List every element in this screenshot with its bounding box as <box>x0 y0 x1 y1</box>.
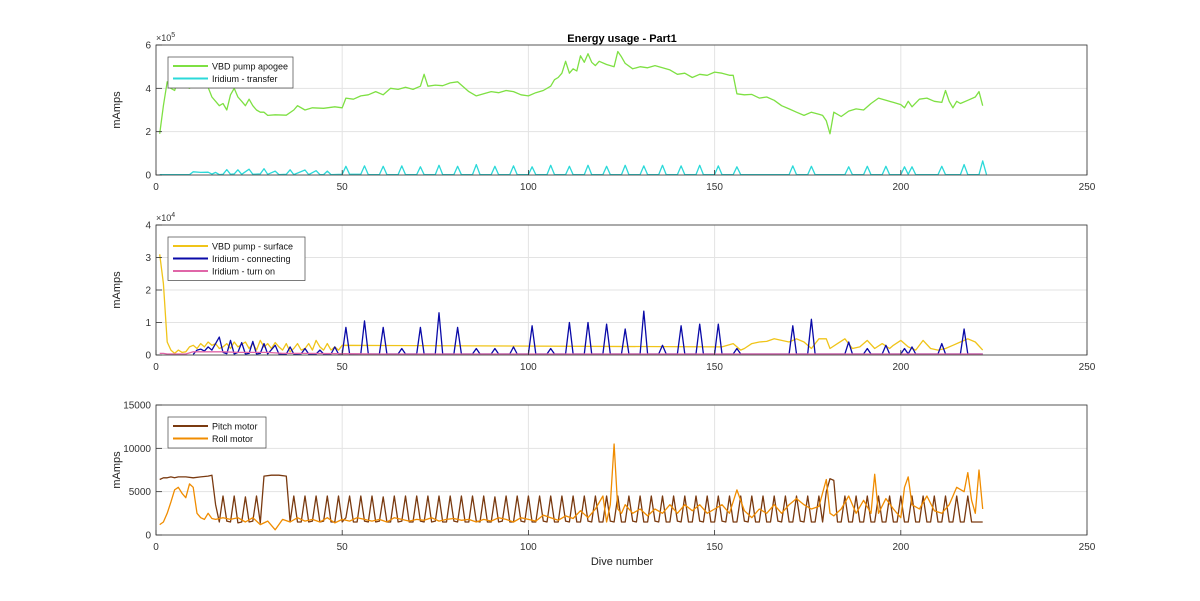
chart-panel-2: 0 50 100 150 200 250 0 1 2 3 4 ×104 mAmps VBD pump - … <box>111 212 1096 373</box>
x-tick-label: 0 <box>153 362 159 373</box>
x-tick-label: 0 <box>153 542 159 553</box>
series-line-vbd-pump-surface <box>159 254 984 355</box>
x-tick-label: 250 <box>1079 182 1096 193</box>
legend: VBD pump apogee Iridium - transfer <box>167 56 294 89</box>
series-line-roll-motor <box>159 443 984 531</box>
x-tick-label: 200 <box>892 182 909 193</box>
axis-exponent: ×104 <box>156 212 175 223</box>
axes-box <box>155 44 1088 176</box>
series-line-iridium-connecting <box>192 310 983 355</box>
x-tick-label: 100 <box>520 542 537 553</box>
y-tick-label: 4 <box>145 221 151 232</box>
legend-label: Pitch motor <box>212 422 258 432</box>
y-tick-label: 4 <box>145 84 151 95</box>
legend: VBD pump - surface Iridium - connecting Ir… <box>167 236 306 281</box>
series-line-iridium-turn-on <box>159 351 983 355</box>
y-tick-label: 5000 <box>129 487 152 498</box>
x-tick-label: 250 <box>1079 362 1096 373</box>
figure-title: Energy usage - Part1 <box>567 33 676 45</box>
chart-panel-3: 0 50 100 150 200 250 0 5000 10000 15000 mAmps Pitch… <box>111 401 1096 554</box>
legend-box <box>167 416 267 449</box>
x-tick-label: 200 <box>892 362 909 373</box>
legend-label: VBD pump apogee <box>212 62 288 72</box>
y-tick-label: 0 <box>145 531 151 542</box>
plot-area <box>156 45 1087 175</box>
legend-label: Iridium - turn on <box>212 267 275 277</box>
x-tick-label: 250 <box>1079 542 1096 553</box>
x-tick-label: 100 <box>520 182 537 193</box>
x-tick-label: 150 <box>706 182 723 193</box>
y-tick-label: 3 <box>145 253 151 264</box>
series-line-pitch-motor <box>159 474 983 524</box>
x-tick-label: 100 <box>520 362 537 373</box>
chart-panel-1: 0 50 100 150 200 250 0 2 4 6 ×105 mAmps VBD pump apo… <box>111 32 1096 193</box>
x-tick-label: 50 <box>337 362 349 373</box>
x-tick-label: 200 <box>892 542 909 553</box>
plot-area <box>156 405 1087 535</box>
legend-box <box>167 56 294 89</box>
x-tick-label: 150 <box>706 542 723 553</box>
legend-label: Iridium - transfer <box>212 74 278 84</box>
y-tick-label: 2 <box>145 127 151 138</box>
y-axis-label: mAmps <box>111 91 123 129</box>
x-tick-label: 50 <box>337 182 349 193</box>
y-tick-label: 6 <box>145 41 151 52</box>
x-tick-label: 150 <box>706 362 723 373</box>
y-tick-label: 10000 <box>123 444 151 455</box>
series-line-iridium-transfer <box>159 160 988 175</box>
y-axis-label: mAmps <box>111 271 123 309</box>
series-line-vbd-pump-apogee <box>159 50 984 135</box>
y-tick-label: 2 <box>145 286 151 297</box>
legend: Pitch motor Roll motor <box>167 416 267 449</box>
x-axis-label: Dive number <box>591 556 654 568</box>
legend-label: Roll motor <box>212 434 253 444</box>
y-tick-label: 0 <box>145 171 151 182</box>
y-tick-label: 15000 <box>123 401 151 412</box>
y-tick-label: 1 <box>145 318 151 329</box>
legend-label: Iridium - connecting <box>212 254 291 264</box>
y-axis-label: mAmps <box>111 451 123 489</box>
x-tick-label: 50 <box>337 542 349 553</box>
axis-exponent: ×105 <box>156 32 175 43</box>
x-tick-label: 0 <box>153 182 159 193</box>
legend-label: VBD pump - surface <box>212 242 293 252</box>
axes-box <box>155 404 1088 536</box>
y-tick-label: 0 <box>145 351 151 362</box>
